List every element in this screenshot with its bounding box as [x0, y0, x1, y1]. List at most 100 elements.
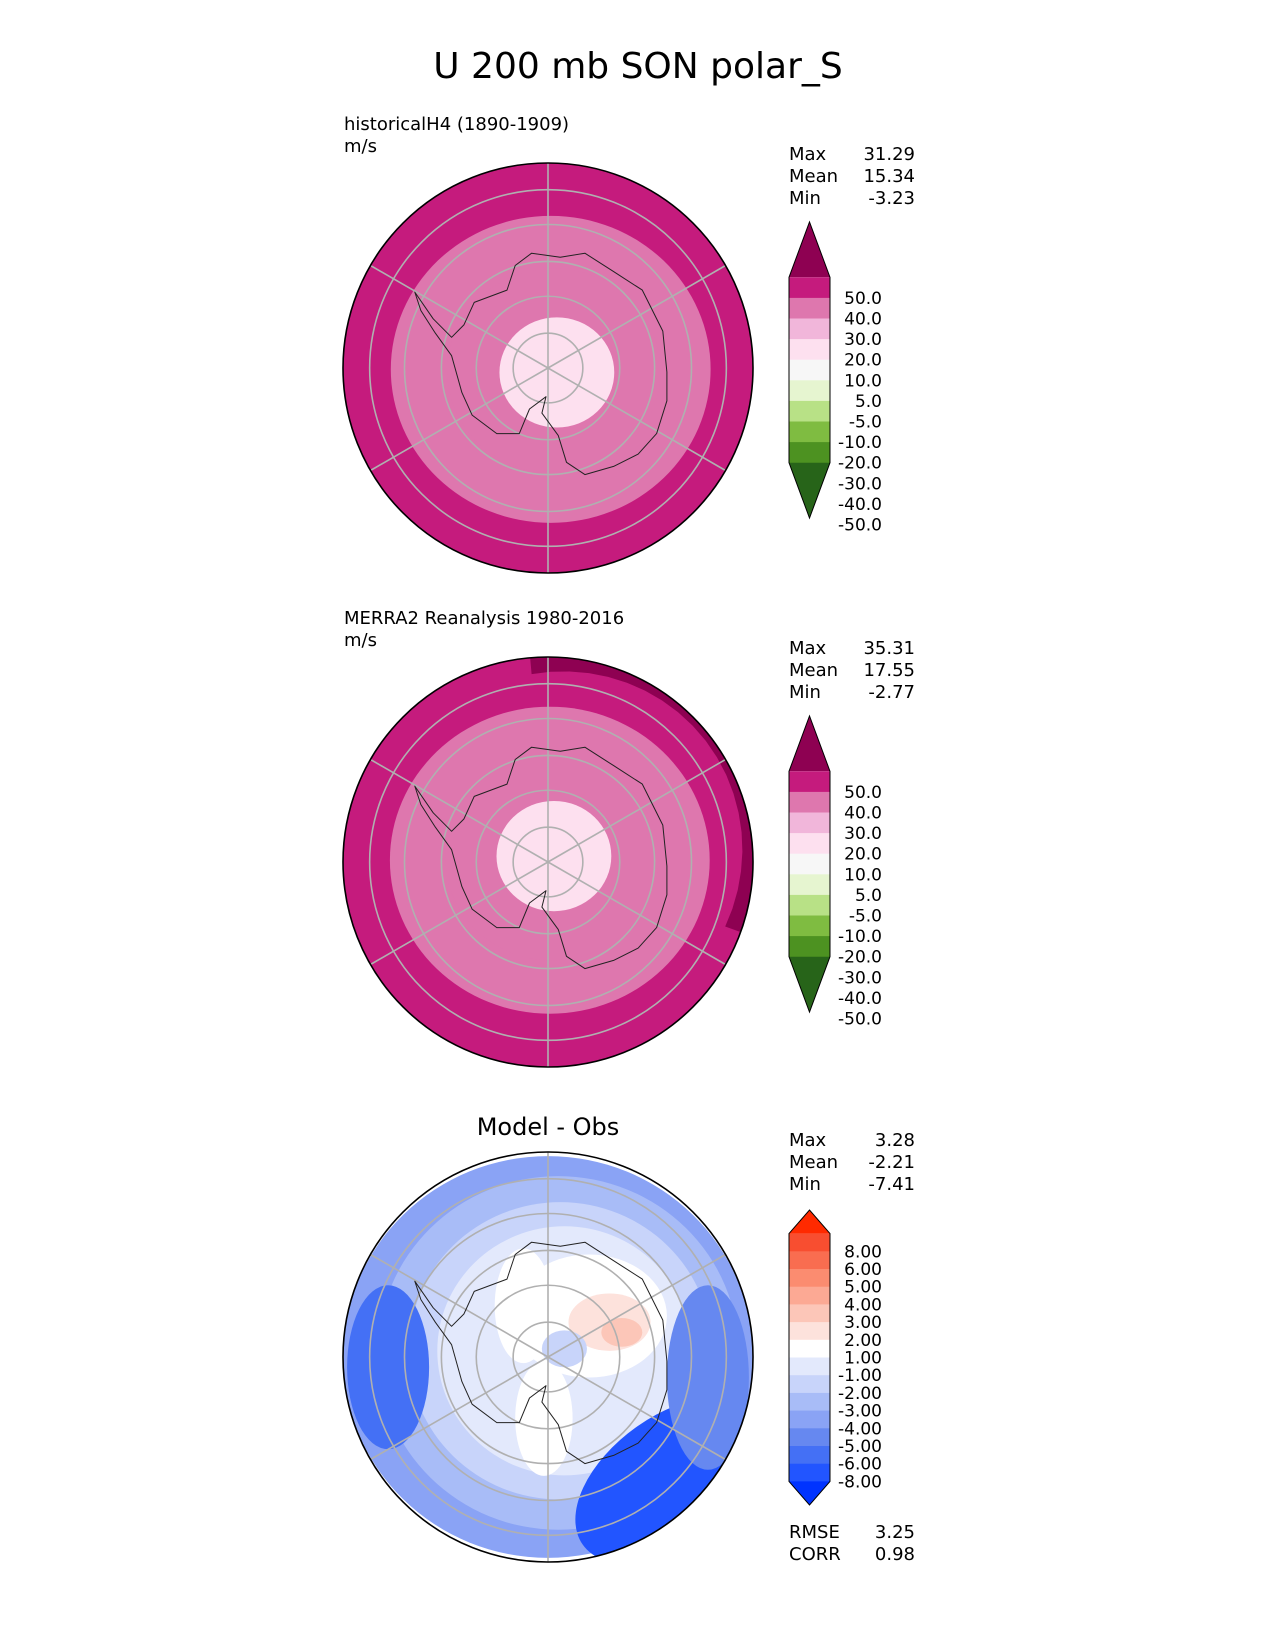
- colorbar-outline: [788, 1209, 831, 1506]
- map-boundary: [342, 1151, 754, 1563]
- colorbar-tick-label: 30.0: [844, 330, 882, 350]
- colorbar-segment: [789, 1463, 830, 1482]
- colorbar-segment: [789, 1322, 830, 1341]
- panel-units: m/s: [344, 136, 377, 157]
- colorbar: 50.040.030.020.010.05.0-5.0-10.0-20.0-30…: [788, 220, 882, 536]
- map-boundary: [342, 162, 754, 574]
- colorbar-extend-min: [789, 956, 830, 1012]
- stat-label: Mean: [789, 660, 838, 681]
- contour-fill: [343, 1156, 753, 1562]
- map-panel-3: Model - Obs Max 3.28 Mean -2.21 Min -7.41 RMSE 3…: [342, 1113, 915, 1565]
- metric-label: RMSE: [789, 1522, 840, 1543]
- diff-pos-4: [515, 1361, 573, 1476]
- stat-label: Max: [789, 1130, 827, 1151]
- colorbar-segment: [789, 380, 830, 402]
- meridian-line: [370, 1356, 549, 1461]
- colorbar: 50.040.030.020.010.05.0-5.0-10.0-20.0-30…: [788, 714, 882, 1030]
- stat-label: Max: [789, 144, 827, 165]
- colorbar-segment: [789, 1428, 830, 1447]
- colorbar-tick-label: 40.0: [844, 804, 882, 824]
- colorbar-tick-label: -5.0: [849, 413, 882, 433]
- colorbar-tick-label: -8.00: [838, 1472, 882, 1492]
- meridian-line: [547, 758, 726, 863]
- map-boundary: [342, 656, 754, 1068]
- colorbar-tick-label: 10.0: [844, 865, 882, 885]
- meridian-line: [547, 1356, 726, 1461]
- colorbar-tick-label: -20.0: [838, 948, 882, 968]
- colorbar-tick-label: -3.00: [838, 1402, 882, 1422]
- diff-west-low: [347, 1285, 430, 1450]
- colorbar-tick-label: 20.0: [844, 351, 882, 371]
- metric-label: CORR: [789, 1544, 841, 1565]
- colorbar-tick-label: -40.0: [838, 989, 882, 1009]
- colorbar-segment: [789, 833, 830, 855]
- colorbar-tick-label: -5.00: [838, 1437, 882, 1457]
- panel-title: historicalH4 (1890-1909): [344, 114, 569, 135]
- colorbar-tick-label: -30.0: [838, 474, 882, 494]
- meridian-line: [370, 861, 549, 966]
- metric-value: 0.98: [875, 1544, 915, 1565]
- stat-value: -2.21: [868, 1152, 915, 1173]
- colorbar-segment: [789, 1269, 830, 1288]
- map-panel-1: historicalH4 (1890-1909)m/s Max 31.29 Mean 1…: [342, 114, 915, 574]
- panel-title: MERRA2 Reanalysis 1980-2016: [344, 608, 624, 629]
- colorbar-segment: [789, 1410, 830, 1429]
- colorbar-segment: [789, 359, 830, 381]
- stat-value: 3.28: [875, 1130, 915, 1151]
- colorbar-tick-label: -50.0: [838, 516, 882, 536]
- antarctica-coastline: [414, 746, 668, 970]
- diff-east-low: [666, 1285, 749, 1470]
- colorbar-segment: [789, 853, 830, 875]
- graticule: [368, 1152, 728, 1562]
- stat-value: 17.55: [863, 660, 915, 681]
- stat-label: Min: [789, 682, 821, 703]
- colorbar-tick-label: -4.00: [838, 1419, 882, 1439]
- colorbar-segment: [789, 1286, 830, 1305]
- colorbar-tick-label: -10.0: [838, 433, 882, 453]
- colorbar-tick-label: 2.00: [844, 1331, 882, 1351]
- colorbar-tick-label: 4.00: [844, 1295, 882, 1315]
- panel-title: Model - Obs: [477, 1113, 620, 1141]
- antarctica-coastline: [414, 1241, 668, 1465]
- colorbar-segment: [789, 400, 830, 422]
- colorbar-segment: [789, 1392, 830, 1412]
- colorbar-tick-label: 5.0: [855, 392, 882, 412]
- colorbar-segment: [789, 1375, 830, 1394]
- graticule: [368, 657, 728, 1067]
- colorbar-segment: [789, 894, 830, 916]
- colorbar-tick-label: -5.0: [849, 907, 882, 927]
- colorbar-tick-label: 40.0: [844, 310, 882, 330]
- colorbar-segment: [789, 318, 830, 340]
- colorbar-tick-label: -50.0: [838, 1010, 882, 1030]
- stat-label: Mean: [789, 1152, 838, 1173]
- colorbar-segment: [789, 1446, 830, 1465]
- antarctica-coastline: [414, 252, 668, 476]
- colorbar-tick-label: 6.00: [844, 1260, 882, 1280]
- colorbar-segment: [789, 1339, 830, 1358]
- colorbar-outline: [788, 714, 831, 1014]
- colorbar-tick-label: -10.0: [838, 927, 882, 947]
- colorbar-segment: [789, 421, 830, 443]
- colorbar-tick-label: 30.0: [844, 824, 882, 844]
- colorbar-outline: [788, 220, 831, 520]
- meridian-line: [547, 367, 726, 472]
- colorbar-segment: [789, 442, 830, 464]
- stat-value: -3.23: [868, 188, 915, 209]
- diff-pos-3: [601, 1318, 643, 1347]
- stat-label: Min: [789, 188, 821, 209]
- colorbar-segment: [789, 874, 830, 896]
- colorbar-tick-label: 20.0: [844, 845, 882, 865]
- band-3: [496, 800, 612, 912]
- graticule: [368, 163, 728, 573]
- colorbar-segment: [789, 771, 830, 793]
- colorbar-segment: [789, 1233, 830, 1252]
- colorbar-segment: [789, 1357, 830, 1376]
- panel-units: m/s: [344, 630, 377, 651]
- colorbar-segment: [789, 1251, 830, 1270]
- colorbar-tick-label: 10.0: [844, 371, 882, 391]
- colorbar-tick-label: 5.0: [855, 886, 882, 906]
- colorbar-tick-label: 50.0: [844, 783, 882, 803]
- colorbar-segment: [789, 812, 830, 834]
